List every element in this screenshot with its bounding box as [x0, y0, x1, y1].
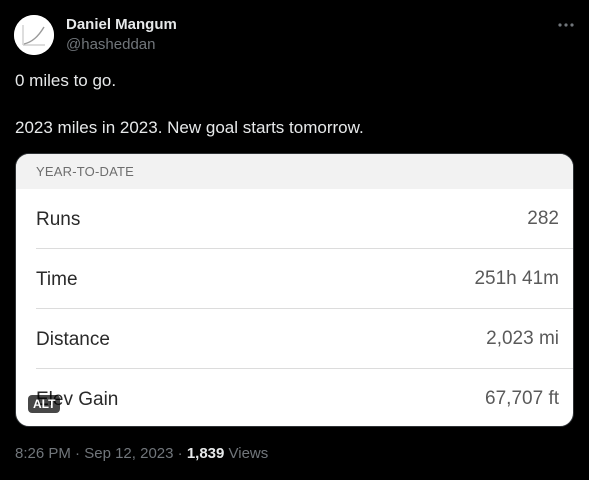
alt-text-badge[interactable]: ALT: [28, 395, 61, 413]
meta-separator: ·: [173, 445, 187, 462]
avatar-image: [14, 15, 54, 55]
row-divider: [36, 248, 573, 249]
row-divider: [36, 308, 573, 309]
stat-value: 251h 41m: [474, 268, 559, 289]
stat-value: 67,707 ft: [485, 388, 559, 409]
author-handle[interactable]: @hasheddan: [66, 36, 156, 53]
more-dots-icon: [558, 23, 574, 27]
stat-label: Distance: [36, 329, 110, 350]
stat-value: 282: [527, 208, 559, 229]
stats-row-runs: Runs 282: [16, 189, 573, 249]
tweet-time[interactable]: 8:26 PM: [15, 445, 71, 462]
stats-header: YEAR-TO-DATE: [16, 154, 573, 189]
more-options-button[interactable]: [552, 14, 580, 36]
tweet-media-image[interactable]: YEAR-TO-DATE Runs 282 Time 251h 41m Dist…: [15, 153, 574, 427]
stats-header-label: YEAR-TO-DATE: [36, 164, 134, 179]
avatar[interactable]: [14, 15, 54, 55]
views-label: Views: [224, 445, 269, 462]
stat-value: 2,023 mi: [486, 328, 559, 349]
stats-row-distance: Distance 2,023 mi: [16, 309, 573, 369]
meta-separator: ·: [70, 445, 85, 462]
row-divider: [36, 368, 573, 369]
stats-row-elev-gain: Elev Gain 67,707 ft: [16, 369, 573, 426]
stats-row-time: Time 251h 41m: [16, 249, 573, 309]
tweet-text-line-1: 0 miles to go.: [15, 71, 117, 90]
author-name[interactable]: Daniel Mangum: [66, 16, 177, 33]
tweet-date[interactable]: Sep 12, 2023: [84, 445, 174, 462]
tweet-meta: 8:26 PM · Sep 12, 2023 · 1,839 Views: [15, 445, 268, 463]
stat-label: Runs: [36, 209, 81, 230]
tweet-text-line-2: 2023 miles in 2023. New goal starts tomo…: [15, 118, 364, 137]
views-count: 1,839: [186, 445, 225, 462]
stat-label: Time: [36, 269, 78, 290]
